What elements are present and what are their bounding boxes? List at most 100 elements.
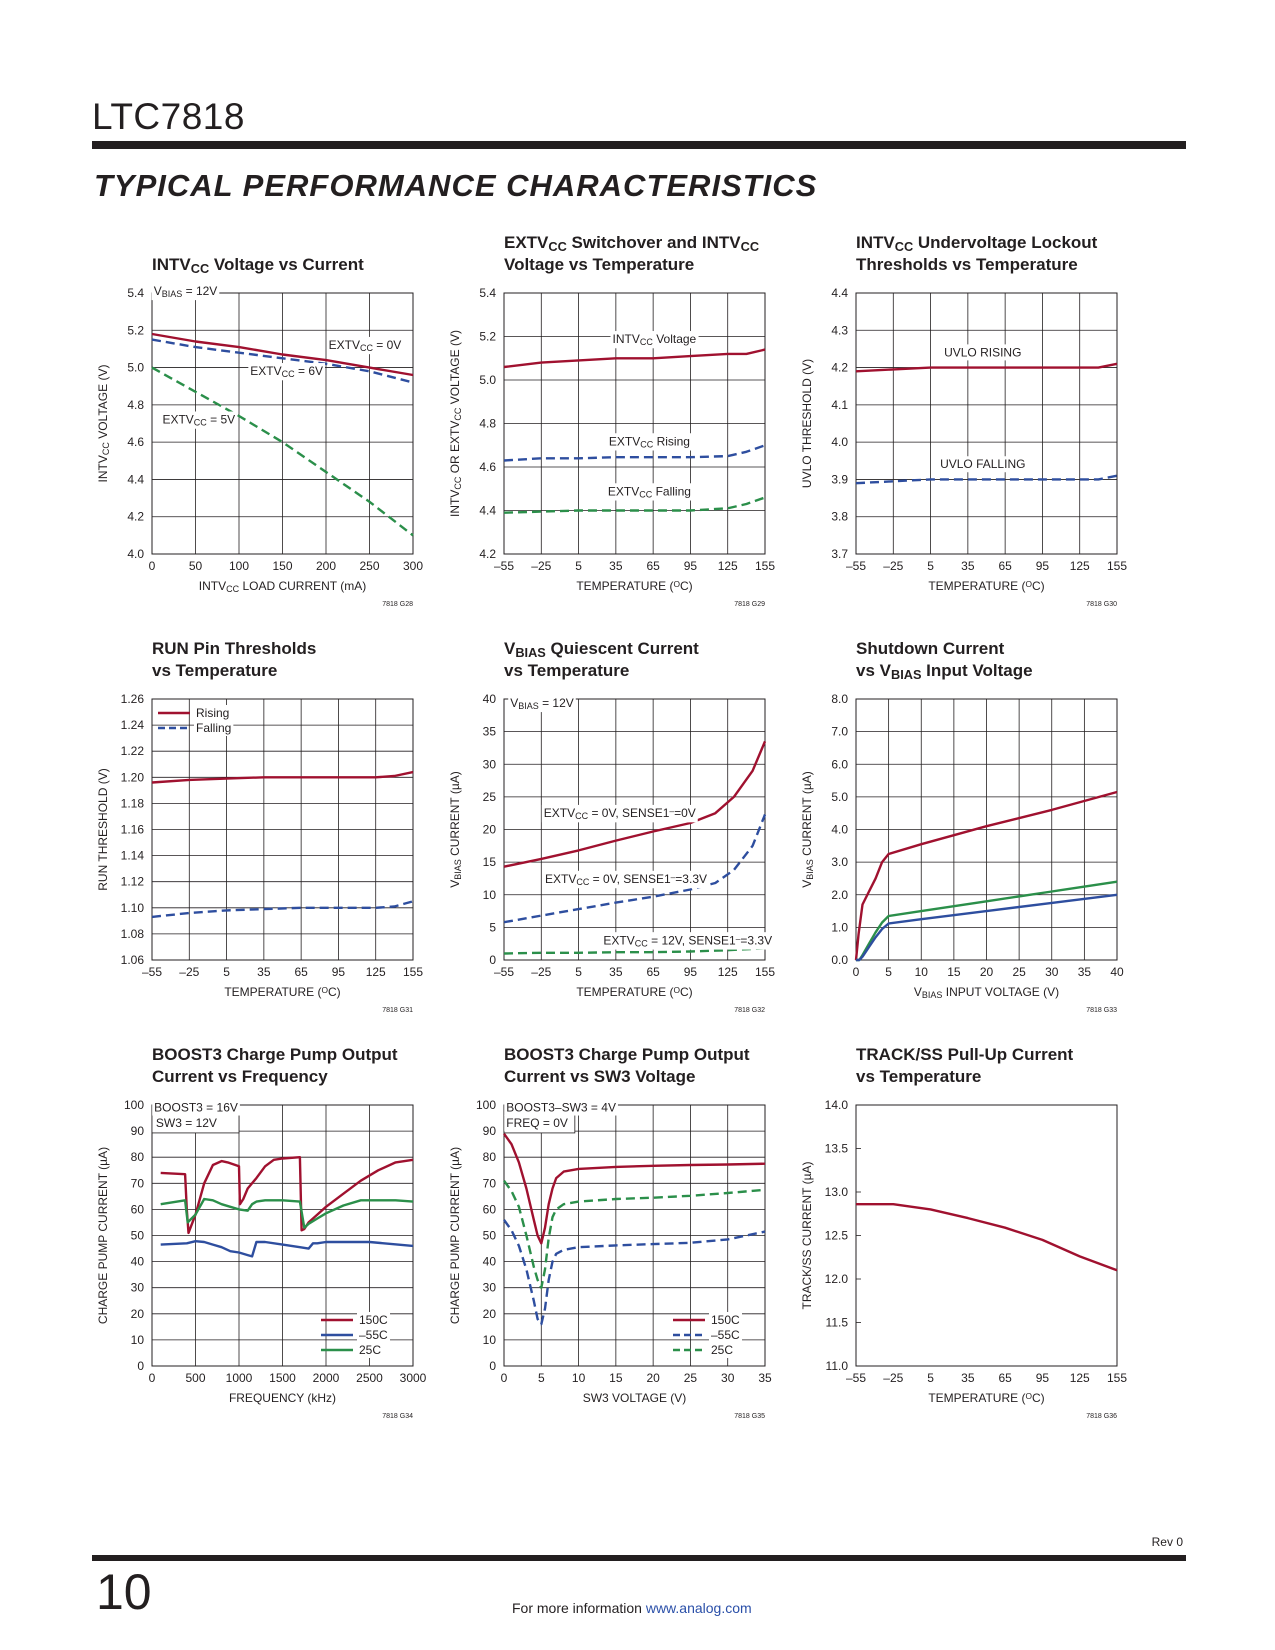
y-tick-label: 5.2: [479, 330, 496, 344]
revision-label: Rev 0: [1151, 1535, 1183, 1549]
x-tick-label: –55: [494, 559, 514, 573]
y-tick-label: 10: [131, 1333, 145, 1347]
y-tick-label: 1.20: [121, 770, 145, 784]
footer-rule: [92, 1555, 1186, 1561]
y-tick-label: 4.8: [479, 417, 496, 431]
x-tick-label: 155: [403, 965, 423, 979]
plot-frame: [855, 698, 1118, 961]
figure-tag: 7818 G32: [734, 1007, 765, 1014]
y-tick-label: 1.26: [121, 692, 145, 706]
series-line-1: [151, 770, 414, 784]
chart-title: Shutdown Current: [856, 639, 1005, 658]
x-tick-label: 150: [272, 559, 292, 573]
chart-title: RUN Pin Thresholds: [152, 639, 316, 658]
x-tick-label: –25: [531, 965, 551, 979]
y-tick-label: 6.0: [831, 757, 848, 771]
x-tick-label: 0: [149, 559, 156, 573]
y-tick-label: 1.16: [121, 823, 145, 837]
y-tick-label: 8.0: [831, 692, 848, 706]
legend-bg: [194, 705, 232, 721]
y-axis-label: INTVCC OR EXTVCC VOLTAGE (V): [448, 330, 463, 517]
x-tick-label: 5: [223, 965, 230, 979]
figure-tag: 7818 G36: [1086, 1413, 1117, 1420]
y-tick-label: 12.5: [825, 1229, 849, 1243]
x-tick-label: 65: [646, 559, 660, 573]
series-line-2: [503, 1219, 766, 1326]
chart-title: INTVCC Voltage vs Current: [152, 255, 364, 276]
y-tick-label: 3.9: [831, 472, 848, 486]
y-tick-label: 90: [483, 1124, 497, 1138]
y-axis-label: CHARGE PUMP CURRENT (µA): [448, 1147, 462, 1324]
y-tick-label: 70: [483, 1176, 497, 1190]
x-tick-label: 125: [366, 965, 386, 979]
x-tick-label: 95: [1036, 1371, 1050, 1385]
annotation-bg: [610, 331, 699, 349]
x-tick-label: 5: [927, 1371, 934, 1385]
annotation-label: FREQ = 0V: [506, 1116, 568, 1130]
y-tick-label: 30: [131, 1281, 145, 1295]
x-tick-label: 10: [915, 965, 929, 979]
y-tick-label: 20: [131, 1307, 145, 1321]
chart-title: vs Temperature: [504, 661, 629, 680]
annotation-label: EXTVCC = 0V, SENSE1–=3.3V: [545, 872, 707, 887]
y-tick-label: 4.1: [831, 398, 848, 412]
x-tick-label: –55: [142, 965, 162, 979]
y-tick-label: 4.0: [127, 547, 144, 561]
y-axis-label: RUN THRESHOLD (V): [96, 768, 110, 890]
x-tick-label: 20: [646, 1371, 660, 1385]
legend-label: 25C: [359, 1343, 381, 1357]
y-tick-label: 35: [483, 725, 497, 739]
figure-tag: 7818 G35: [734, 1413, 765, 1420]
x-axis-label: TEMPERATURE (OC): [576, 985, 692, 999]
footer-info-text: For more information: [512, 1600, 642, 1616]
figure-tag: 7818 G28: [382, 601, 413, 608]
series-line-1: [855, 362, 1118, 373]
chart-title: TRACK/SS Pull-Up Current: [856, 1045, 1074, 1064]
series-line-1: [160, 1155, 414, 1235]
y-tick-label: 20: [483, 823, 497, 837]
analog-link[interactable]: www.analog.com: [645, 1600, 752, 1616]
series-line-3: [856, 893, 1118, 962]
annotation-label: UVLO FALLING: [940, 457, 1025, 471]
annotation-bg: [605, 483, 693, 501]
x-tick-label: 50: [189, 559, 203, 573]
x-tick-label: 35: [758, 1371, 772, 1385]
chart-title: INTVCC Undervoltage Lockout: [856, 233, 1098, 254]
x-tick-label: 0: [149, 1371, 156, 1385]
y-tick-label: 4.8: [127, 398, 144, 412]
x-tick-label: 5: [575, 559, 582, 573]
part-number: LTC7818: [92, 96, 245, 137]
chart-g29: EXTVCC Switchover and INTVCC Voltage vs T…: [447, 232, 827, 652]
plot-frame: [151, 1104, 414, 1367]
legend-bg: [357, 1312, 391, 1328]
x-tick-label: 95: [332, 965, 346, 979]
y-tick-label: 1.14: [121, 849, 145, 863]
x-axis-label: SW3 VOLTAGE (V): [583, 1391, 687, 1405]
y-tick-label: 13.5: [825, 1142, 849, 1156]
figure-tag: 7818 G30: [1086, 601, 1117, 608]
x-tick-label: 35: [609, 965, 623, 979]
series-line-3: [160, 1197, 414, 1229]
figure-tag: 7818 G31: [382, 1007, 413, 1014]
x-tick-label: –55: [494, 965, 514, 979]
series-line-2: [503, 444, 766, 462]
plot-frame: [503, 292, 766, 555]
x-tick-label: 100: [229, 559, 249, 573]
x-axis-label: FREQUENCY (kHz): [229, 1391, 336, 1405]
x-axis-label: TEMPERATURE (OC): [928, 1391, 1044, 1405]
annotation-bg: [543, 870, 710, 889]
annotation-bg: [938, 456, 1028, 473]
x-tick-label: 2000: [313, 1371, 340, 1385]
chart-title: BOOST3 Charge Pump Output: [504, 1045, 750, 1064]
x-tick-label: 35: [257, 965, 271, 979]
annotation-label: EXTVCC = 6V: [250, 364, 323, 379]
annotation-label: INTVCC Voltage: [613, 332, 697, 347]
annotation-bg: [160, 411, 238, 429]
x-axis-label: VBIAS INPUT VOLTAGE (V): [914, 985, 1059, 1000]
y-tick-label: 0: [137, 1359, 144, 1373]
chart-g31: RUN Pin Thresholds vs Temperature –55 –25 5 3…: [95, 638, 475, 1058]
figure-tag: 7818 G34: [382, 1413, 413, 1420]
annotation-label: EXTVCC Rising: [609, 434, 690, 449]
y-tick-label: 4.4: [479, 504, 496, 518]
x-tick-label: 5: [927, 559, 934, 573]
